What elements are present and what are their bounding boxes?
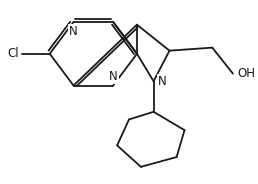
- Text: N: N: [69, 25, 78, 38]
- Text: Cl: Cl: [7, 47, 19, 60]
- Text: N: N: [109, 70, 118, 83]
- Text: N: N: [158, 75, 166, 88]
- Text: OH: OH: [237, 67, 255, 80]
